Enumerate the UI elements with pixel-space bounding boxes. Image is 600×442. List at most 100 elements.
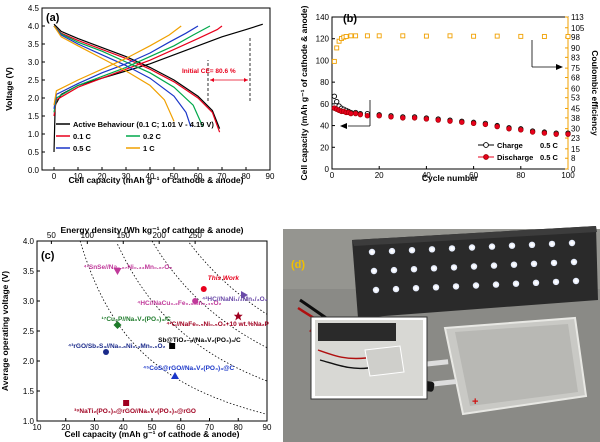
b-right-tick-label: 53 — [571, 94, 580, 103]
data-point — [241, 291, 248, 299]
legend-label: Discharge — [497, 153, 533, 162]
data-point-label: ⁴²HC//NaNi₁/₃Mn₁/₃O₂ — [202, 296, 268, 303]
b-right-tick-label: 105 — [571, 24, 585, 33]
data-point-label: ³⁹NaTi₂(PO₄)₃@rGO//Na₃V₂(PO₄)₃@rGO — [74, 408, 196, 415]
panel-c-y-axis-label: Average operating voltage (V) — [0, 271, 10, 391]
data-point — [192, 298, 199, 304]
panel-b-label: (b) — [343, 13, 357, 25]
c-x-tick-label: 80 — [234, 423, 243, 432]
b-y-tick-label: 0 — [325, 165, 330, 174]
series-line-charge — [53, 25, 223, 117]
data-point — [200, 286, 207, 292]
b-x-tick-label: 80 — [516, 171, 525, 180]
legend-label: 0.1 C — [73, 132, 92, 141]
b-x-tick-label: 60 — [469, 171, 478, 180]
discharge-point — [541, 130, 548, 136]
c-x-tick-label: 60 — [176, 423, 185, 432]
b-y-tick-label: 100 — [316, 56, 330, 65]
panel-d-photo: + (d) — [283, 226, 600, 442]
panel-b-cycling: (b) 0 20 40 60 80 100020406080100120140081523… — [299, 5, 600, 183]
data-point-label: This Work — [208, 275, 240, 282]
b-right-tick-label: 83 — [571, 53, 580, 62]
series-line-charge — [53, 25, 199, 109]
a-x-tick-label: 20 — [98, 172, 107, 181]
inset-led-board — [318, 323, 396, 341]
axis-pointer-arrows — [340, 40, 563, 129]
panel-b-frame — [331, 16, 569, 170]
discharge-point — [518, 127, 524, 133]
pouch-cell: + — [422, 316, 588, 416]
energy-density-isoline — [117, 244, 268, 382]
series-line-discharge — [53, 25, 175, 122]
b-right-tick-label: 113 — [571, 13, 584, 22]
discharge-point — [494, 123, 500, 130]
data-point — [113, 321, 122, 329]
b-y-tick-label: 40 — [320, 122, 329, 131]
panel-a-legend: Active Behaviour (0.1 C; 1.01 V - 4.19 V… — [56, 120, 214, 153]
c-y-tick-label: 3.0 — [23, 297, 35, 306]
panel-c-top-axis-label: Energy density (Wh kg⁻¹ of cathode & ano… — [61, 225, 244, 235]
panel-d-label: (d) — [291, 259, 305, 271]
a-x-tick-label: 80 — [242, 172, 251, 181]
c-top-tick-label: 250 — [188, 231, 202, 240]
b-x-tick-label: 0 — [330, 171, 335, 180]
legend-label: 0.2 C — [143, 132, 162, 141]
c-x-tick-label: 40 — [119, 423, 128, 432]
discharge-point — [423, 116, 430, 122]
data-point — [103, 349, 109, 355]
series-line-discharge — [53, 25, 192, 127]
a-y-tick-label: 0.0 — [28, 166, 40, 175]
cell-plus-sign: + — [472, 396, 478, 408]
discharge-point — [348, 110, 354, 117]
c-top-tick-label: 100 — [81, 231, 95, 240]
panel-c-x-axis-label: Cell capacity (mAh g⁻¹ of cathode & anod… — [65, 429, 240, 439]
discharge-point — [482, 121, 489, 128]
c-top-tick-label: 50 — [47, 231, 56, 240]
legend-label: 1 C — [143, 144, 155, 153]
tab-negative — [428, 379, 457, 387]
panel-c-label: (c) — [41, 250, 55, 262]
a-x-tick-label: 90 — [266, 172, 275, 181]
c-x-tick-label: 20 — [61, 423, 70, 432]
a-x-tick-label: 40 — [146, 172, 155, 181]
ce-point — [565, 34, 571, 39]
c-top-tick-label: 150 — [117, 231, 131, 240]
b-y-tick-label: 80 — [320, 78, 329, 87]
a-x-tick-label: 0 — [52, 172, 57, 181]
c-y-tick-label: 3.5 — [23, 267, 35, 276]
b-right-tick-label: 90 — [571, 44, 580, 53]
c-y-tick-label: 1.0 — [23, 417, 35, 426]
discharge-point — [553, 131, 559, 137]
ce-point — [518, 33, 524, 39]
a-y-tick-label: 3.5 — [28, 40, 40, 49]
c-y-tick-label: 2.5 — [23, 327, 35, 336]
b-right-tick-label: 8 — [571, 154, 576, 163]
charge-point — [331, 93, 338, 99]
initial-ce-text: Initial CE= 80.6 % — [182, 68, 236, 75]
ce-point — [331, 58, 337, 64]
discharge-point — [352, 110, 359, 117]
a-y-tick-label: 4.5 — [28, 4, 40, 13]
panel-b-right-axis-label: Coulombic efficiency — [590, 50, 600, 136]
panel-a-frame — [41, 7, 271, 171]
c-top-tick-label: 200 — [153, 231, 167, 240]
data-point-label: ⁴³rGO/Sb₂S₃//Na₀.₈Ni₀.₄Mn₀.₆O₂ — [68, 343, 166, 350]
c-y-tick-label: 2.0 — [23, 357, 35, 366]
initial-ce-annotation: Initial CE= 80.6 % — [182, 36, 251, 101]
legend-label: 0.5 C — [73, 144, 92, 153]
c-y-tick-label: 4.0 — [23, 237, 35, 246]
legend-label: Charge — [497, 141, 523, 150]
panel-a-y-axis-label: Voltage (V) — [4, 67, 14, 111]
inset-photo — [310, 316, 428, 400]
discharge-point — [388, 114, 394, 120]
series-line-charge — [53, 25, 211, 113]
ce-arrow-head-left — [210, 78, 214, 82]
b-x-tick-label: 100 — [561, 171, 575, 180]
b-right-tick-label: 30 — [571, 125, 580, 134]
ce-point — [541, 34, 547, 39]
ce-point — [353, 33, 359, 39]
discharge-point — [459, 119, 465, 125]
data-point-label: ¹⁷Cu₃P//Na₃V₂(PO₄)₃/C — [102, 316, 172, 323]
b-y-tick-label: 60 — [320, 100, 329, 109]
